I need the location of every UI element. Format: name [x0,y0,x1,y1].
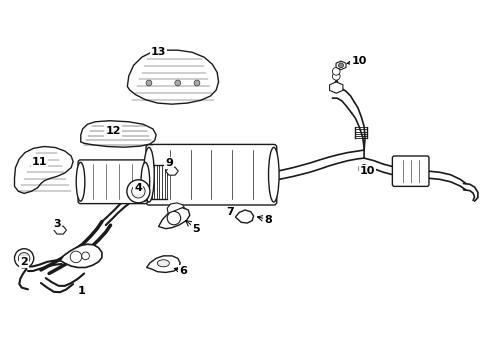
Text: 7: 7 [226,207,234,217]
Circle shape [339,63,343,68]
FancyBboxPatch shape [146,144,277,205]
Ellipse shape [157,260,170,267]
Polygon shape [147,256,180,273]
Text: 10: 10 [352,56,367,66]
Text: 9: 9 [165,158,173,168]
Circle shape [362,166,367,171]
Circle shape [167,211,181,225]
Circle shape [175,80,181,86]
Circle shape [70,251,82,263]
Polygon shape [127,50,219,104]
Text: 11: 11 [32,157,47,167]
Circle shape [15,249,34,268]
Text: 12: 12 [105,126,121,136]
Text: 4: 4 [134,183,142,193]
Text: 10: 10 [360,166,375,176]
FancyBboxPatch shape [78,160,148,204]
Polygon shape [166,167,178,175]
Circle shape [332,72,340,80]
Text: 8: 8 [264,215,272,225]
Circle shape [82,252,89,260]
Circle shape [194,80,200,86]
Circle shape [332,67,340,75]
Polygon shape [15,147,73,193]
Polygon shape [167,203,185,213]
Text: 6: 6 [180,266,188,276]
Text: 13: 13 [151,47,166,57]
Ellipse shape [144,147,154,202]
Circle shape [127,180,150,203]
FancyBboxPatch shape [392,156,429,186]
Polygon shape [330,82,343,93]
Circle shape [146,80,152,86]
Text: 3: 3 [53,219,61,229]
Ellipse shape [76,162,85,201]
Circle shape [18,253,30,264]
Polygon shape [54,226,66,234]
Circle shape [132,185,145,198]
Text: 5: 5 [192,224,200,234]
Polygon shape [235,210,254,223]
Polygon shape [336,61,346,69]
Text: 1: 1 [78,286,86,296]
Ellipse shape [141,162,149,201]
Polygon shape [60,244,102,267]
Ellipse shape [269,147,279,202]
Text: 2: 2 [20,257,28,267]
Polygon shape [81,121,156,147]
Polygon shape [359,165,369,173]
Polygon shape [159,207,190,229]
